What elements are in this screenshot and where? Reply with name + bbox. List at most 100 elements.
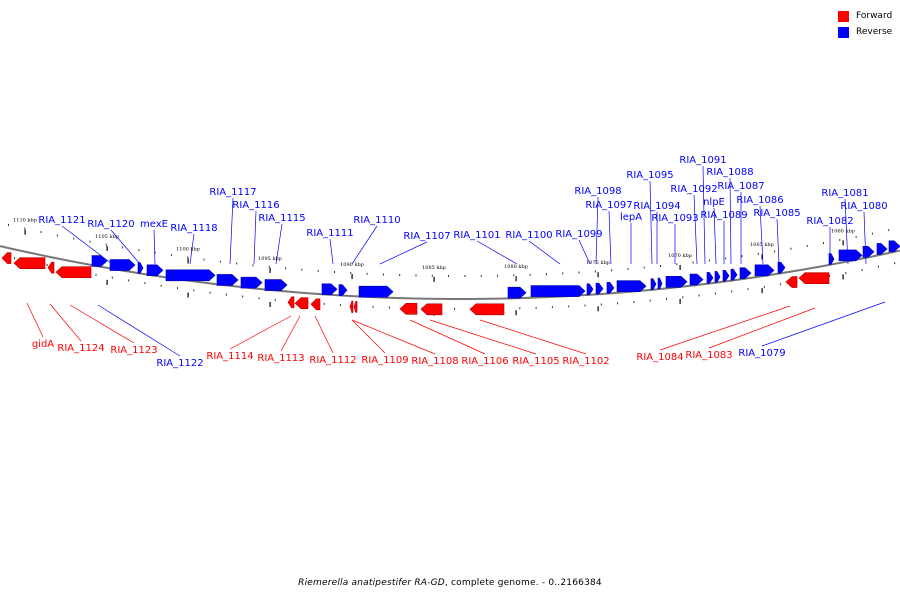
reverse-gene-label: RIA_1111 [306,228,353,239]
minor-tick-bottom [144,282,146,285]
minor-tick-bottom [829,275,830,278]
reverse-gene-label-leader [729,177,732,265]
minor-tick-top [871,232,873,235]
forward-gene-label: RIA_1123 [110,345,157,356]
forward-gene-label: RIA_1084 [636,352,683,363]
minor-tick-top [268,265,270,268]
minor-tick-top [578,271,580,274]
reverse-gene-label: RIA_1121 [38,215,85,226]
reverse-gene-label-leader [476,240,518,265]
forward-gene-label: RIA_1105 [512,356,559,367]
minor-tick-top [643,266,645,269]
major-tick [351,274,353,280]
reverse-gene-label: RIA_1099 [555,229,602,240]
scale-label: 1085 kbp [422,265,446,271]
minor-tick-top [8,223,9,226]
minor-tick-bottom [731,290,733,293]
reverse-gene-label: RIA_1079 [738,348,785,359]
reverse-gene-label-leader [759,205,764,265]
minor-tick-bottom [160,284,162,287]
minor-tick-top [40,231,42,234]
minor-tick-top [888,229,890,232]
map-caption: Riemerella anatipestifer RA-GD, complete… [0,578,900,588]
reverse-gene-label: RIA_1107 [403,231,450,242]
reverse-gene-arrow [91,255,108,267]
reverse-gene-label: RIA_1085 [753,208,800,219]
minor-tick-top [382,273,384,276]
reverse-swatch [838,26,849,38]
reverse-gene-arrow [264,279,288,291]
minor-tick-bottom [14,256,15,259]
minor-tick-bottom [666,298,667,300]
major-tick-bottom [761,288,763,294]
minor-tick-bottom [617,302,619,305]
minor-tick-bottom [128,279,130,282]
reverse-gene-label: RIA_1101 [453,230,500,241]
scale-label: 1075 kbp [586,260,610,266]
minor-tick-bottom [894,262,896,265]
minor-tick-bottom [274,298,276,301]
scale-label: 1100 kbp [176,247,200,253]
major-tick-bottom [679,298,681,304]
minor-tick-bottom [551,306,553,309]
minor-tick-top [692,261,694,264]
minor-tick-top [350,271,352,274]
reverse-gene-arrow [754,264,775,277]
forward-gene-arrow [294,297,309,310]
reverse-gene-label: RIA_1094 [633,201,680,212]
minor-tick-top [73,237,75,240]
minor-tick-bottom [780,283,782,286]
minor-tick-top [285,267,287,270]
minor-tick-top [480,274,482,277]
forward-gene-label-leader [351,319,436,355]
major-tick-bottom [515,310,517,316]
reverse-gene-label-leader [97,304,181,357]
minor-tick-top [24,227,26,230]
forward-gene-arrow [798,272,830,284]
reverse-gene-arrow [714,271,721,283]
caption-rest: , complete genome. - 0..2166384 [444,578,602,588]
minor-tick-bottom [698,294,700,297]
reverse-gene-label-leader [693,194,698,265]
reverse-gene-label-leader [713,207,717,265]
minor-tick-top [529,273,531,276]
minor-tick-top [676,263,678,266]
legend-reverse: Reverse [838,24,892,40]
forward-gene-label: RIA_1124 [57,343,104,354]
minor-tick-bottom [763,285,765,288]
minor-tick-top [138,249,140,252]
reverse-gene-label: RIA_1081 [821,188,868,199]
reverse-gene-arrow [706,272,714,284]
reverse-gene-label-leader [189,233,195,265]
minor-tick-top [823,242,824,245]
reverse-gene-label-leader [608,210,612,265]
scale-label: 1070 kbp [668,253,692,259]
minor-tick-top [790,247,792,250]
forward-gene-label-leader [26,302,44,338]
minor-tick-top [513,274,515,277]
reverse-gene-label: RIA_1110 [353,215,400,226]
forward-gene-arrow [13,257,46,269]
minor-tick-bottom [535,306,537,309]
reverse-gene-arrow [876,243,888,255]
reverse-gene-arrow [838,249,863,262]
reverse-gene-arrow [657,277,663,290]
forward-gene-label: gidA [32,339,54,350]
forward-gene-label: RIA_1113 [257,353,304,364]
reverse-gene-label: RIA_1087 [717,181,764,192]
forward-gene-label: RIA_1106 [461,356,508,367]
minor-tick-top [708,259,710,262]
reverse-gene-label: RIA_1086 [736,195,783,206]
reverse-gene-label: nlpE [703,197,725,208]
minor-tick-top [105,243,107,246]
minor-tick-top [497,274,498,277]
minor-tick-top [839,239,841,242]
forward-gene-arrow [310,298,321,311]
reverse-gene-label-leader [351,225,378,265]
minor-tick-bottom [714,292,716,295]
minor-tick-bottom [682,296,684,299]
major-tick-bottom [597,306,599,312]
major-tick-bottom [842,274,844,280]
major-tick [842,240,844,246]
